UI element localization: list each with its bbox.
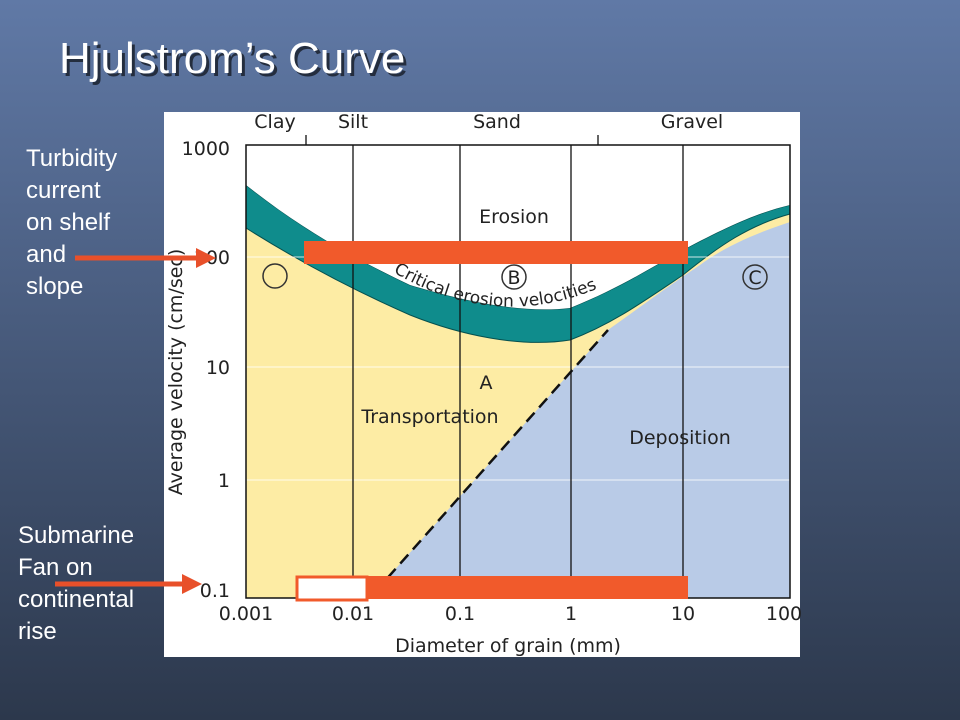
x-tick-label: 0.1	[445, 603, 475, 625]
x-axis-label: Diameter of grain (mm)	[395, 635, 621, 657]
deposition-line	[374, 329, 609, 593]
fan-range	[368, 576, 688, 599]
region-label: A	[480, 372, 493, 394]
marker-circle	[742, 264, 768, 290]
marker-circle	[262, 263, 288, 289]
title: Hjulstrom’s Curve	[59, 34, 405, 83]
x-tick-label: 10	[671, 603, 695, 625]
y-tick-label: 10	[206, 357, 230, 379]
class-label: Clay	[254, 111, 295, 133]
fan-range-outline	[295, 575, 369, 602]
region-label: Deposition	[629, 427, 731, 449]
x-tick-label: 0.001	[219, 603, 273, 625]
turbidity-arrowhead	[196, 248, 216, 268]
marker-circle	[501, 264, 527, 290]
marker-label: B	[507, 267, 520, 289]
annotation-line: continental	[18, 586, 134, 613]
transport-region	[246, 214, 790, 598]
y-tick-label: 1000	[182, 138, 230, 160]
figure: Clay Silt Sand Gravel 1000 100 10 1 0.1 …	[164, 111, 802, 657]
y-tick-label: 0.1	[200, 580, 230, 602]
x-tick-label: 1	[565, 603, 577, 625]
fan-arrowhead	[182, 574, 202, 594]
marker-label: C	[748, 267, 761, 289]
x-tick-label: 100	[766, 603, 802, 625]
y-tick-label: 1	[218, 470, 230, 492]
annotation-line: and	[26, 241, 66, 268]
annotation-line: on shelf	[26, 209, 110, 236]
class-label: Sand	[473, 111, 521, 133]
x-tick-label: 0.01	[332, 603, 374, 625]
erosion-region	[246, 145, 790, 310]
annotation-line: Turbidity	[26, 145, 117, 172]
annotation-line: rise	[18, 618, 57, 645]
annotation-line: Submarine	[18, 522, 134, 549]
turbidity-range	[304, 241, 688, 264]
annotation-line: Fan on	[18, 554, 93, 581]
annotation-line: current	[26, 177, 101, 204]
region-label: Transportation	[360, 406, 498, 428]
class-label: Gravel	[661, 111, 723, 133]
class-label: Silt	[338, 111, 368, 133]
annotation-line: slope	[26, 273, 83, 300]
title-shadow: Hjulstrom’s Curve	[62, 37, 408, 86]
y-axis-label: Average velocity (cm/sec)	[165, 249, 187, 496]
region-label: Erosion	[479, 206, 549, 228]
